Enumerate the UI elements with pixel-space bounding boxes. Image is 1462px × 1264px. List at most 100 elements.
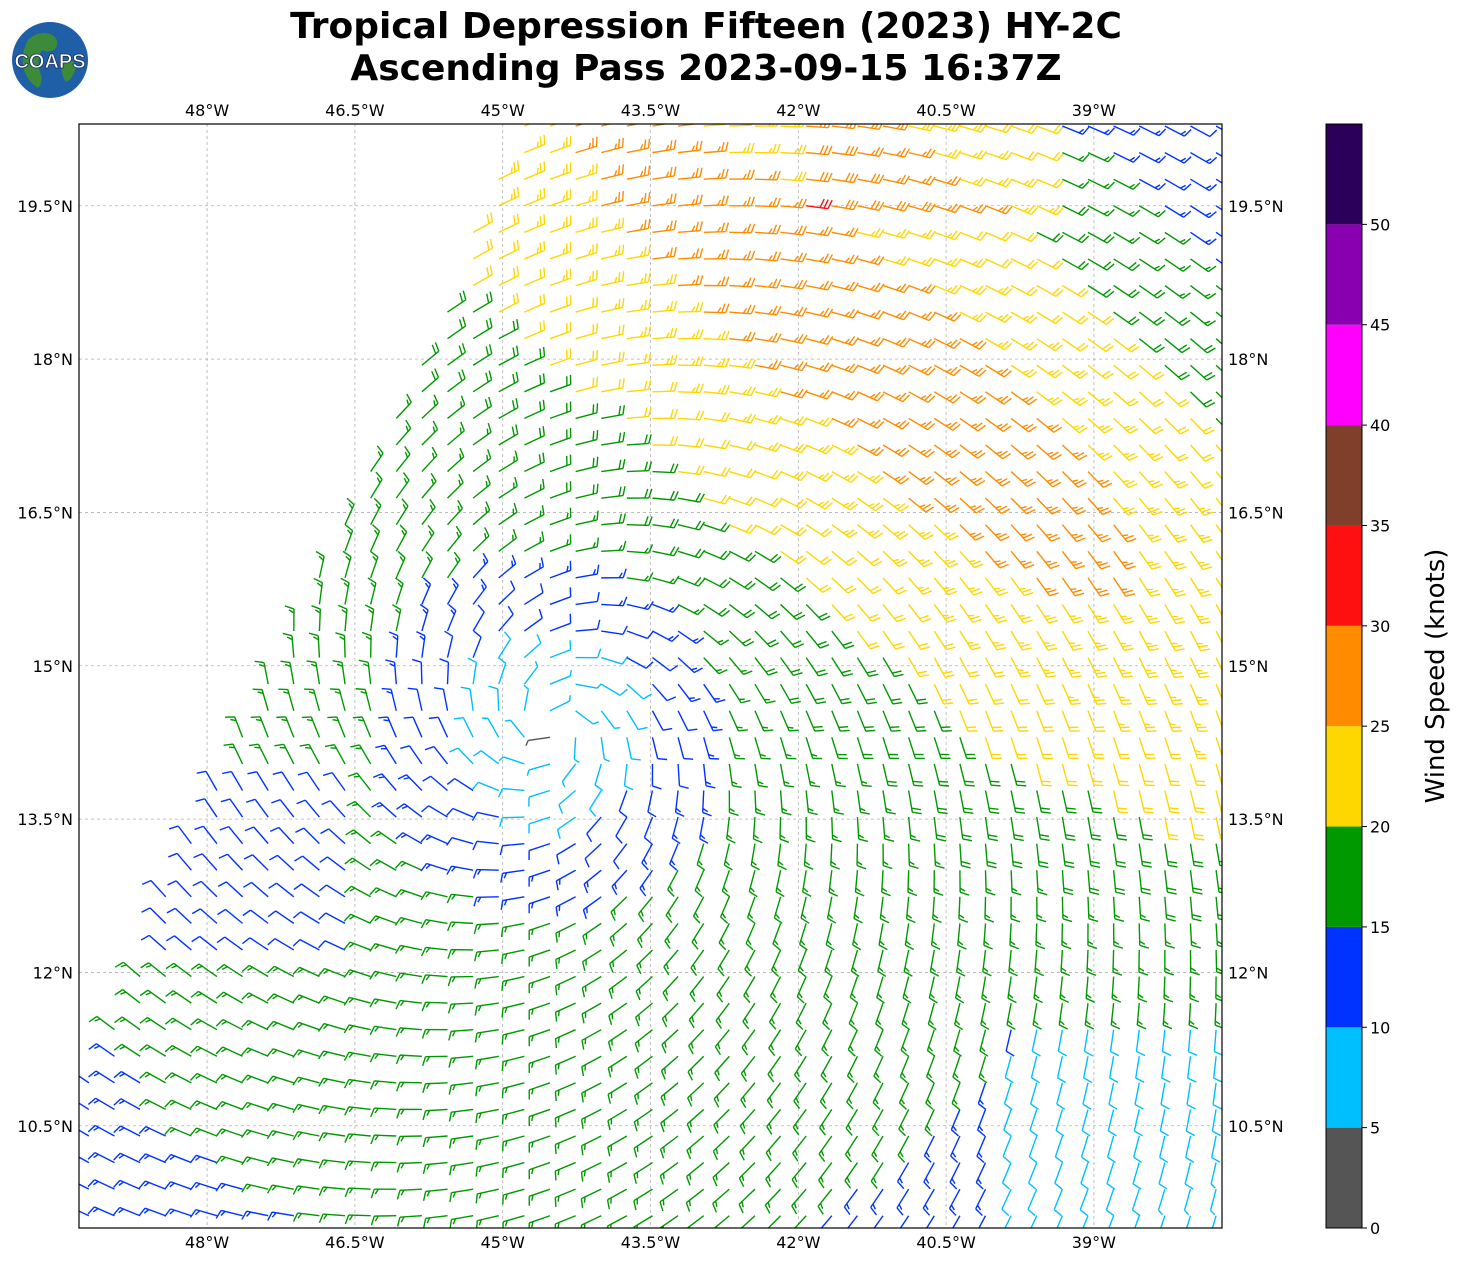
wind-barb xyxy=(446,577,459,605)
wind-barb xyxy=(581,1029,602,1050)
barb-flag xyxy=(856,861,863,866)
wind-barb xyxy=(652,630,680,642)
wind-barb xyxy=(460,686,474,711)
barb-flag xyxy=(845,557,855,564)
barb-flag xyxy=(892,558,899,562)
barb-flag xyxy=(940,726,951,729)
barb-flag xyxy=(897,447,907,455)
wind-barb xyxy=(1010,763,1027,787)
barb-flag xyxy=(87,1097,96,1105)
wind-barb xyxy=(984,763,1001,787)
wind-barb xyxy=(678,410,705,421)
barb-flag xyxy=(948,1208,957,1216)
barb-flag xyxy=(592,377,595,388)
barb-flag xyxy=(164,1126,172,1135)
wind-barb xyxy=(764,1188,782,1214)
barb-flag xyxy=(695,465,701,475)
barb-flag xyxy=(719,550,728,559)
barb-flag xyxy=(312,636,319,641)
barb-flag xyxy=(349,887,356,892)
barb-flag xyxy=(477,951,482,958)
wind-barb xyxy=(293,883,320,898)
wind-barb xyxy=(959,870,970,896)
wind-barb xyxy=(685,1162,705,1186)
barb-flag xyxy=(637,1014,641,1021)
wind-barb xyxy=(474,1028,499,1043)
wind-barb xyxy=(805,657,828,677)
barb-staff xyxy=(1080,1135,1089,1158)
barb-flag xyxy=(452,583,457,590)
barb-flag xyxy=(1140,918,1151,922)
barb-flag xyxy=(671,634,680,642)
barb-flag xyxy=(800,472,808,481)
barb-flag xyxy=(766,700,776,704)
barb-flag xyxy=(1046,675,1057,678)
barb-flag xyxy=(1048,533,1058,539)
wind-barb xyxy=(980,1002,990,1031)
wind-barb xyxy=(549,534,572,552)
wind-barb xyxy=(1059,976,1070,1003)
barb-flag xyxy=(369,970,376,980)
barb-flag xyxy=(582,909,587,920)
wind-barb xyxy=(369,858,397,871)
barb-flag xyxy=(1126,425,1136,432)
barb-flag xyxy=(848,559,858,566)
barb-staff xyxy=(1054,1135,1064,1158)
barb-flag xyxy=(397,582,403,588)
barb-flag xyxy=(431,452,435,459)
wind-barb xyxy=(819,1082,833,1110)
barb-flag xyxy=(1196,669,1203,672)
wind-barb xyxy=(805,389,834,400)
wind-barb xyxy=(754,524,782,536)
barb-flag xyxy=(893,503,900,508)
barb-flag xyxy=(964,780,974,783)
wind-barb xyxy=(701,790,712,817)
barb-flag xyxy=(959,887,966,892)
barb-flag xyxy=(1199,675,1210,679)
barb-flag xyxy=(618,810,628,818)
wind-barb xyxy=(729,468,757,479)
barb-flag xyxy=(452,1084,456,1091)
barb-flag xyxy=(919,504,926,508)
barb-flag xyxy=(1075,451,1085,458)
barb-flag xyxy=(113,1071,122,1079)
wind-barb xyxy=(296,799,320,818)
wind-barb xyxy=(267,938,295,951)
barb-flag xyxy=(1173,644,1183,648)
wind-barb xyxy=(528,1082,551,1100)
wind-barb xyxy=(421,1028,448,1039)
barb-flag xyxy=(1011,891,1022,896)
barb-flag xyxy=(985,891,996,896)
barb-flag xyxy=(348,942,355,948)
wind-barb xyxy=(292,911,320,924)
barb-flag xyxy=(1048,506,1059,512)
barb-flag xyxy=(952,1076,961,1084)
barb-flag xyxy=(244,826,255,832)
wind-barb xyxy=(481,717,500,738)
wind-barb xyxy=(615,816,628,844)
barb-flag xyxy=(322,1132,328,1139)
wind-barb xyxy=(580,1215,602,1228)
wind-barb xyxy=(1189,923,1201,949)
wind-barb xyxy=(703,577,731,589)
barb-flag xyxy=(554,1117,557,1128)
wind-barb xyxy=(88,1015,115,1031)
barb-flag xyxy=(715,1200,718,1207)
wind-barb xyxy=(769,976,782,1004)
barb-flag xyxy=(459,453,462,460)
barb-staff xyxy=(174,935,192,951)
wind-barb xyxy=(978,1056,988,1084)
barb-flag xyxy=(88,1070,97,1078)
barb-flag xyxy=(317,968,326,977)
wind-barb xyxy=(396,1135,422,1146)
barb-flag xyxy=(400,862,406,867)
barb-flag xyxy=(971,560,981,566)
wind-barb xyxy=(1135,1029,1146,1057)
barb-flag xyxy=(304,688,314,691)
barb-staff xyxy=(1053,1188,1064,1210)
barb-flag xyxy=(402,472,410,481)
wind-barb xyxy=(831,524,858,539)
barb-flag xyxy=(932,918,942,923)
wind-barb xyxy=(856,763,872,788)
wind-barb xyxy=(690,949,705,976)
